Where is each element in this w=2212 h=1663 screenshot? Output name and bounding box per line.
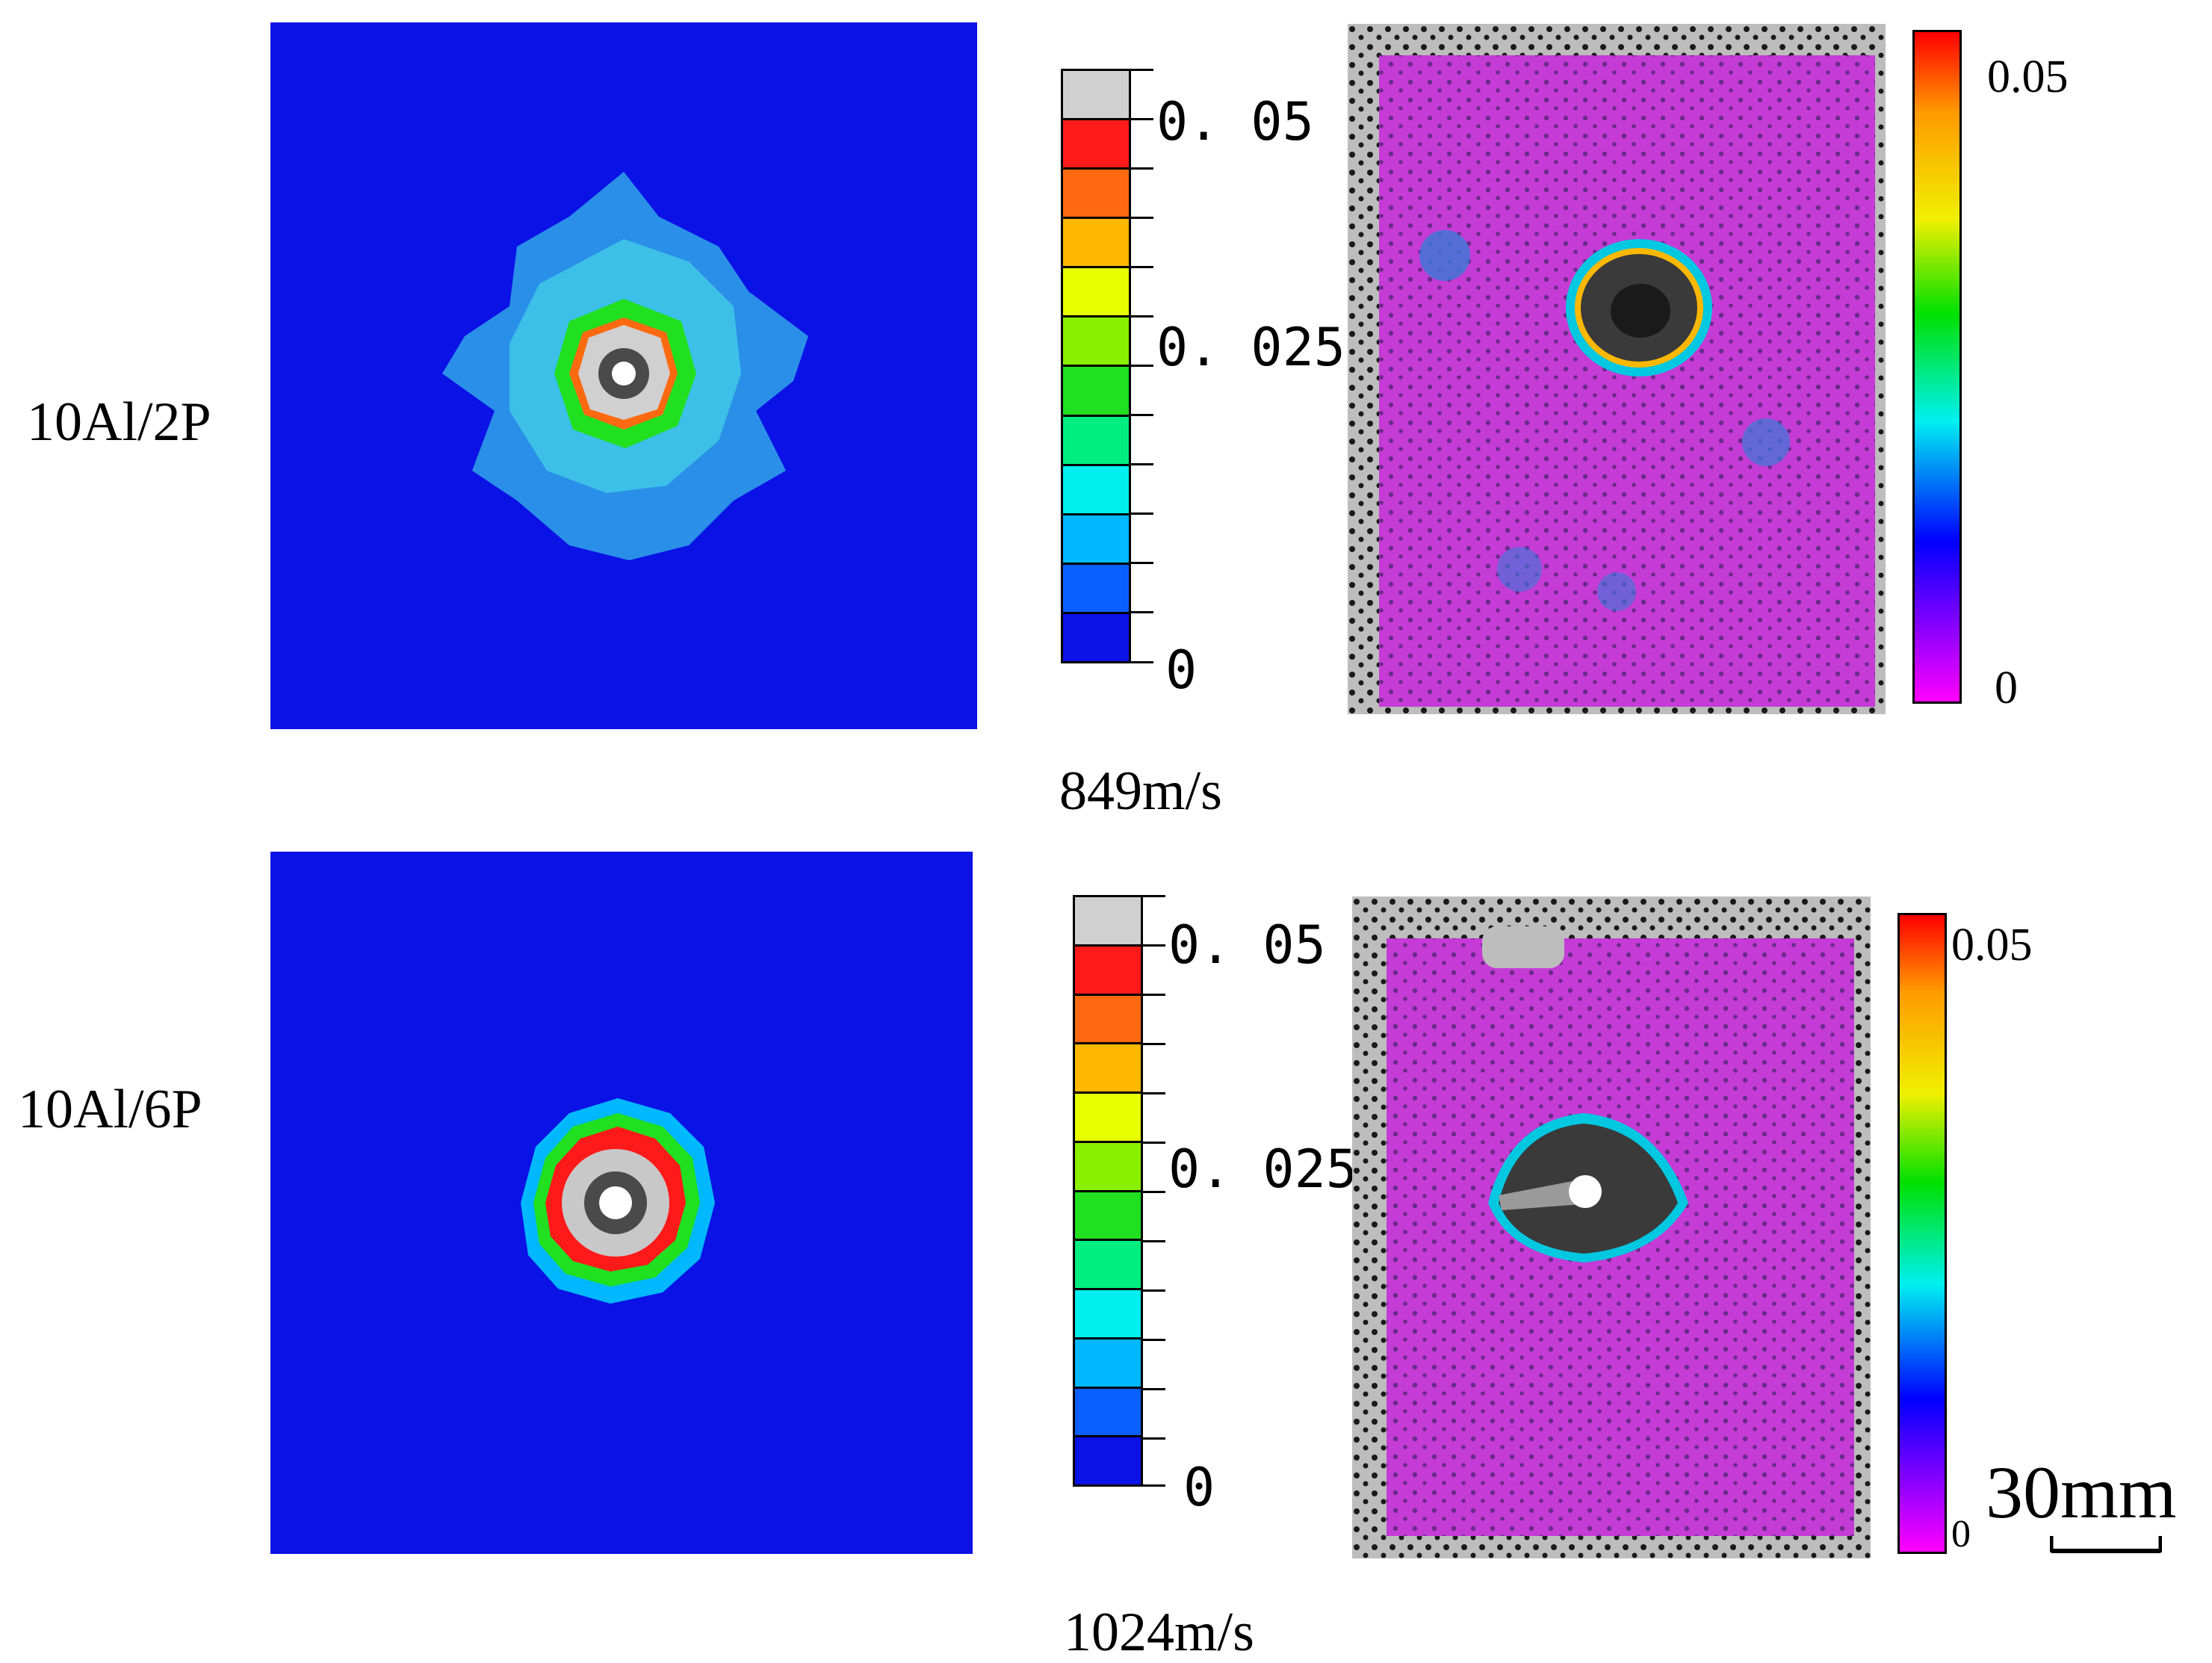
colorbar-step [1063, 515, 1129, 565]
velocity-label-1: 849m/s [1059, 761, 1222, 822]
colorbar-step [1063, 120, 1129, 170]
colorbar-step [1063, 318, 1129, 368]
dic-colorbar-2 [1897, 913, 1947, 1554]
simulation-strain-map-1 [270, 22, 977, 729]
colorbar-step [1075, 1044, 1141, 1094]
row-label-2: 10Al/6P [18, 1079, 202, 1140]
dic-colorbar-top-label-2: 0.05 [1951, 920, 2033, 970]
colorbar-ticks-1 [1131, 69, 1153, 663]
simulation-colorbar-2 [1073, 895, 1143, 1487]
colorbar-step [1075, 1094, 1141, 1143]
colorbar-step [1063, 219, 1129, 269]
sim-colorbar-mid-label-2: 0. 025 [1168, 1139, 1357, 1200]
dic-strain-photo-1 [1348, 24, 1886, 714]
colorbar-step [1075, 1437, 1141, 1484]
scale-bar-label: 30mm [1986, 1451, 2177, 1534]
colorbar-step [1075, 1339, 1141, 1389]
sim-colorbar-top-label-1: 0. 05 [1156, 91, 1314, 152]
colorbar-step [1075, 995, 1141, 1045]
sim-colorbar-top-label-2: 0. 05 [1168, 914, 1326, 976]
sim-colorbar-bottom-label-2: 0 [1183, 1457, 1215, 1518]
colorbar-ticks-2 [1143, 895, 1165, 1487]
colorbar-step [1075, 1241, 1141, 1290]
colorbar-step [1075, 1142, 1141, 1192]
simulation-contour-1 [270, 22, 977, 729]
colorbar-step [1063, 416, 1129, 466]
colorbar-step [1075, 946, 1141, 996]
colorbar-step [1075, 1290, 1141, 1340]
dic-strain-overlay-2 [1352, 896, 1871, 1558]
dic-colorbar-top-label-1: 0.05 [1987, 52, 2069, 102]
colorbar-step [1063, 564, 1129, 614]
colorbar-step [1063, 268, 1129, 318]
colorbar-step [1063, 465, 1129, 515]
dic-colorbar-1 [1912, 30, 1962, 704]
colorbar-step [1063, 613, 1129, 661]
colorbar-step [1063, 71, 1129, 121]
dic-strain-overlay-1 [1348, 24, 1886, 714]
sim-colorbar-mid-label-1: 0. 025 [1156, 317, 1345, 378]
colorbar-step [1063, 367, 1129, 417]
colorbar-step [1075, 1192, 1141, 1242]
simulation-colorbar-1 [1061, 69, 1131, 663]
velocity-label-2: 1024m/s [1064, 1602, 1254, 1663]
row-label-1: 10Al/2P [27, 391, 211, 453]
dic-colorbar-bottom-label-2: 0 [1951, 1513, 1971, 1555]
sim-colorbar-bottom-label-1: 0 [1165, 640, 1198, 701]
colorbar-step [1075, 897, 1141, 947]
dic-colorbar-bottom-label-1: 0 [1995, 663, 2018, 713]
scale-bar-icon [2050, 1532, 2162, 1554]
simulation-strain-map-2 [270, 852, 973, 1554]
simulation-contour-2 [270, 852, 973, 1554]
dic-strain-photo-2 [1352, 896, 1871, 1558]
colorbar-step [1075, 1388, 1141, 1438]
colorbar-step [1063, 170, 1129, 220]
